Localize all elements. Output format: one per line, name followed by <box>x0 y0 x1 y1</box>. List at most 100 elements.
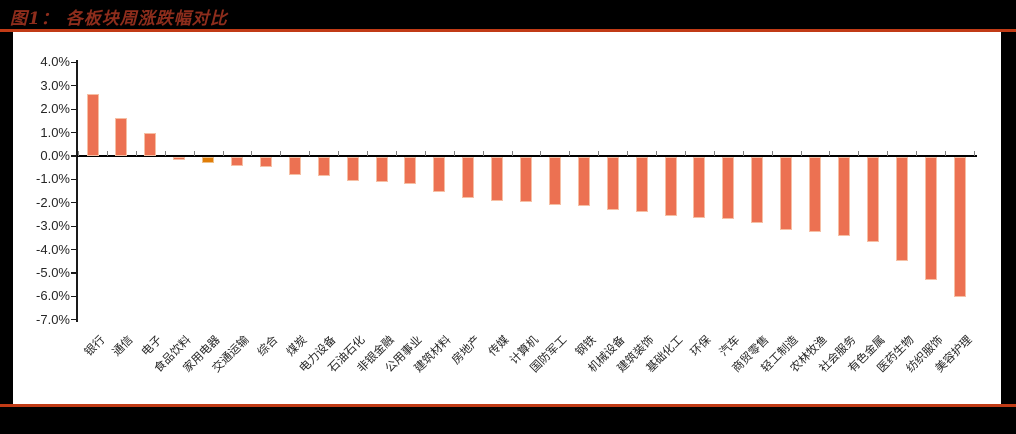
y-axis-tick <box>71 225 77 227</box>
bar <box>346 156 359 181</box>
y-axis-line <box>76 60 78 322</box>
y-tick-label: -4.0% <box>36 241 70 257</box>
y-tick-label: 0.0% <box>40 148 70 163</box>
category-tick <box>742 151 744 156</box>
bar <box>837 156 850 237</box>
bar <box>751 156 764 223</box>
category-tick <box>973 151 975 156</box>
y-axis-tick <box>71 61 77 63</box>
category-tick <box>367 151 369 156</box>
bar <box>520 156 532 203</box>
bar <box>317 156 330 176</box>
y-axis-tick <box>71 108 77 110</box>
category-tick <box>656 151 658 156</box>
y-tick-label: -5.0% <box>36 265 70 280</box>
category-tick <box>424 151 426 156</box>
bar <box>462 156 475 198</box>
bar <box>809 156 821 232</box>
bar <box>173 156 186 160</box>
x-tick-label: 环保 <box>689 334 714 359</box>
bar-highlight <box>202 156 215 164</box>
bottom-rule <box>0 404 1016 407</box>
category-tick <box>627 151 629 156</box>
bar <box>953 156 966 297</box>
y-tick-label: 2.0% <box>40 101 70 117</box>
bar <box>259 156 272 168</box>
y-tick-label: -2.0% <box>36 194 70 210</box>
category-tick <box>569 151 571 156</box>
y-axis-tick <box>71 249 77 251</box>
x-tick-label: 通信 <box>111 334 136 359</box>
y-axis-tick <box>71 85 77 87</box>
category-tick <box>511 151 513 156</box>
bar <box>895 156 908 261</box>
category-tick <box>829 151 831 156</box>
x-tick-label: 传媒 <box>486 334 512 359</box>
category-tick <box>309 151 311 156</box>
bar <box>780 156 793 231</box>
bar <box>866 156 879 243</box>
bar <box>433 156 446 192</box>
category-tick <box>800 151 802 156</box>
x-axis-line <box>77 155 977 157</box>
category-tick <box>482 151 484 156</box>
category-tick <box>453 151 455 156</box>
bar <box>924 156 937 280</box>
category-tick <box>540 151 542 156</box>
x-tick-label: 房地产 <box>449 334 483 367</box>
bar <box>86 93 99 156</box>
bar <box>115 118 128 156</box>
y-tick-label: -3.0% <box>36 218 70 234</box>
y-tick-label: -1.0% <box>36 171 70 187</box>
bar <box>635 156 648 212</box>
y-axis-tick <box>71 272 77 274</box>
category-tick <box>395 151 397 156</box>
bar <box>288 156 301 175</box>
bar <box>577 156 590 207</box>
bar <box>664 156 677 217</box>
bar <box>606 156 619 210</box>
category-tick <box>251 151 253 156</box>
category-tick <box>106 151 108 156</box>
y-axis-tick <box>71 319 77 321</box>
y-axis-tick <box>71 132 77 134</box>
x-tick-label: 综合 <box>255 334 281 359</box>
category-tick <box>713 151 715 156</box>
figure-title: 图1： 各板块周涨跌幅对比 <box>10 9 228 29</box>
category-tick <box>78 151 80 156</box>
category-tick <box>771 151 773 156</box>
title-underline <box>0 29 1016 32</box>
category-tick <box>135 151 137 156</box>
y-axis-tick <box>71 295 77 297</box>
bar <box>548 156 561 205</box>
bar <box>375 156 388 182</box>
y-axis-tick <box>71 155 77 157</box>
category-tick <box>222 151 224 156</box>
category-tick <box>193 151 195 156</box>
x-tick-label: 煤炭 <box>284 334 310 359</box>
y-tick-label: -6.0% <box>36 288 70 304</box>
y-tick-label: 4.0% <box>40 54 70 70</box>
chart-panel <box>13 32 1001 404</box>
bar <box>491 156 504 202</box>
category-tick <box>887 151 889 156</box>
y-axis-tick <box>71 178 77 180</box>
category-tick <box>598 151 600 156</box>
category-tick <box>858 151 860 156</box>
y-tick-label: -7.0% <box>36 311 70 327</box>
category-tick <box>945 151 947 156</box>
bar <box>722 156 735 219</box>
x-tick-label: 钢铁 <box>573 334 599 359</box>
category-tick <box>164 151 166 156</box>
y-axis-tick <box>71 202 77 204</box>
y-tick-label: 3.0% <box>40 77 70 93</box>
x-tick-label: 银行 <box>82 334 107 359</box>
category-tick <box>684 151 686 156</box>
bar <box>231 156 243 167</box>
bar <box>693 156 706 218</box>
y-tick-label: 1.0% <box>40 124 70 140</box>
bar <box>144 133 157 156</box>
bar <box>404 156 417 184</box>
category-tick <box>338 151 340 156</box>
